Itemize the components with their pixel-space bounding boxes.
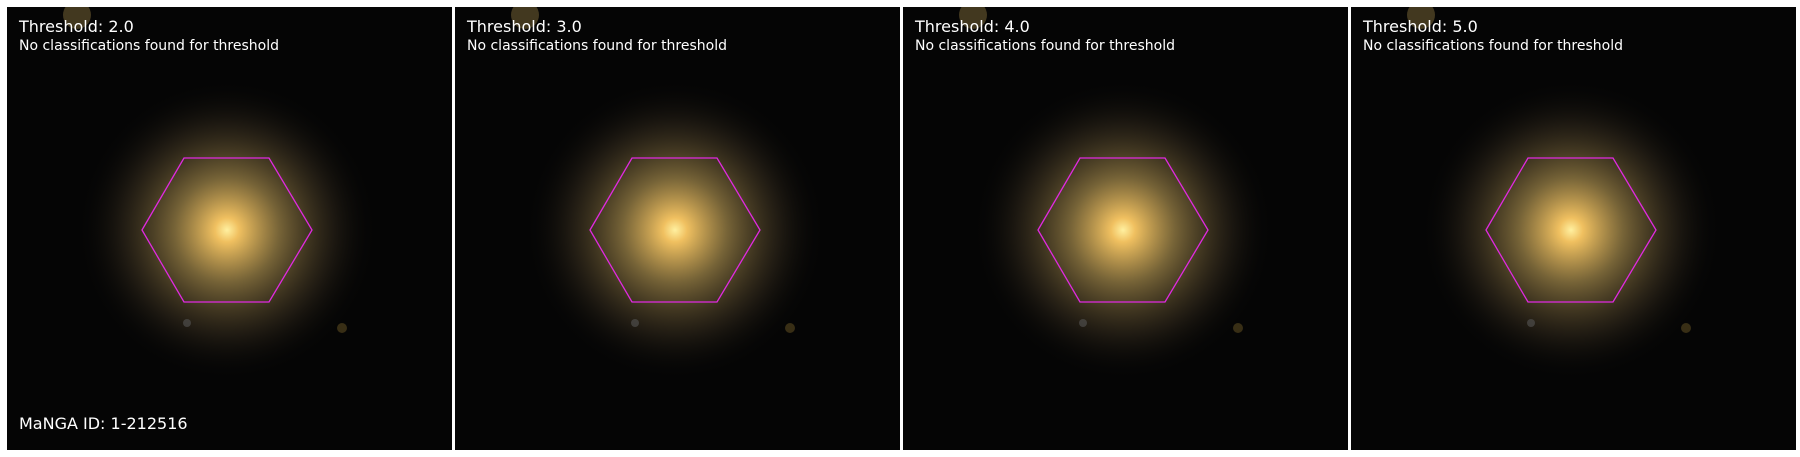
manga-id-label: MaNGA ID: 1-212516 — [19, 414, 188, 433]
ifu-hexagon — [589, 157, 761, 303]
ifu-hexagon — [1485, 157, 1657, 303]
galaxy-image — [959, 7, 1273, 380]
galaxy-image — [511, 7, 825, 380]
galaxy-image — [1407, 7, 1721, 380]
panel-subtitle: No classifications found for threshold — [19, 38, 279, 54]
panel-title: Threshold: 2.0 — [19, 17, 134, 36]
panel-title: Threshold: 4.0 — [915, 17, 1030, 36]
panel-subtitle: No classifications found for threshold — [467, 38, 727, 54]
galaxy-image — [63, 7, 377, 380]
ifu-hexagon — [141, 157, 313, 303]
ifu-hexagon — [1037, 157, 1209, 303]
panel-subtitle: No classifications found for threshold — [1363, 38, 1623, 54]
panel-threshold-5: Threshold: 5.0 No classifications found … — [1351, 7, 1796, 450]
panel-subtitle: No classifications found for threshold — [915, 38, 1175, 54]
panel-threshold-4: Threshold: 4.0 No classifications found … — [903, 7, 1348, 450]
panel-title: Threshold: 3.0 — [467, 17, 582, 36]
panel-threshold-2: Threshold: 2.0 No classifications found … — [7, 7, 452, 450]
panel-threshold-3: Threshold: 3.0 No classifications found … — [455, 7, 900, 450]
panel-title: Threshold: 5.0 — [1363, 17, 1478, 36]
